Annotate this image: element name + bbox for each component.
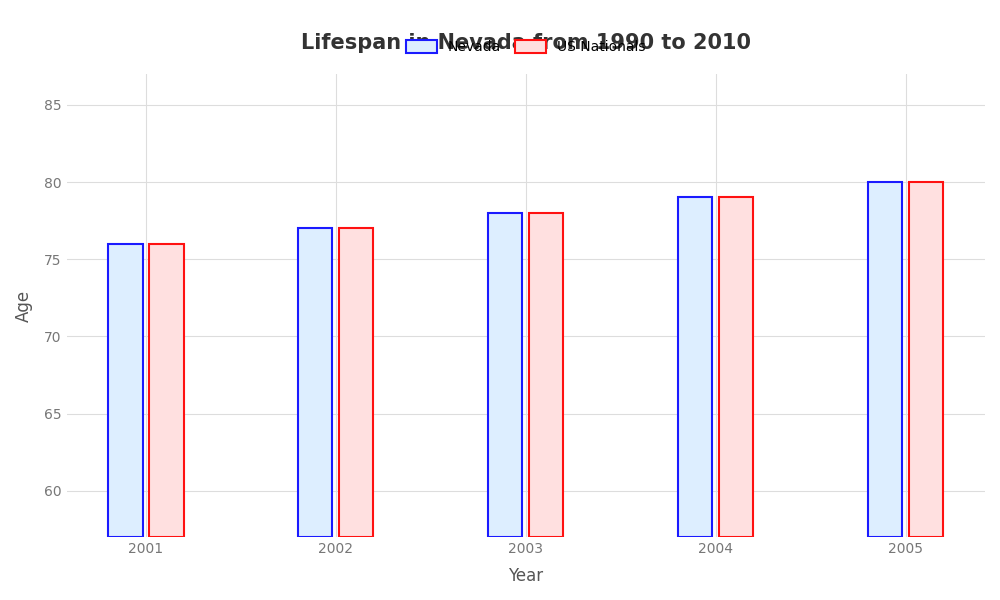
Bar <box>678 197 712 537</box>
Bar <box>298 229 332 537</box>
Bar <box>108 244 143 537</box>
Legend: Nevada, US Nationals: Nevada, US Nationals <box>401 35 651 60</box>
Bar <box>339 229 373 537</box>
Title: Lifespan in Nevada from 1990 to 2010: Lifespan in Nevada from 1990 to 2010 <box>301 33 751 53</box>
Bar <box>719 197 753 537</box>
Bar <box>149 244 184 537</box>
Bar <box>529 213 563 537</box>
Bar <box>909 182 943 537</box>
Bar <box>868 182 902 537</box>
Bar <box>488 213 522 537</box>
Y-axis label: Age: Age <box>15 289 33 322</box>
X-axis label: Year: Year <box>508 567 543 585</box>
